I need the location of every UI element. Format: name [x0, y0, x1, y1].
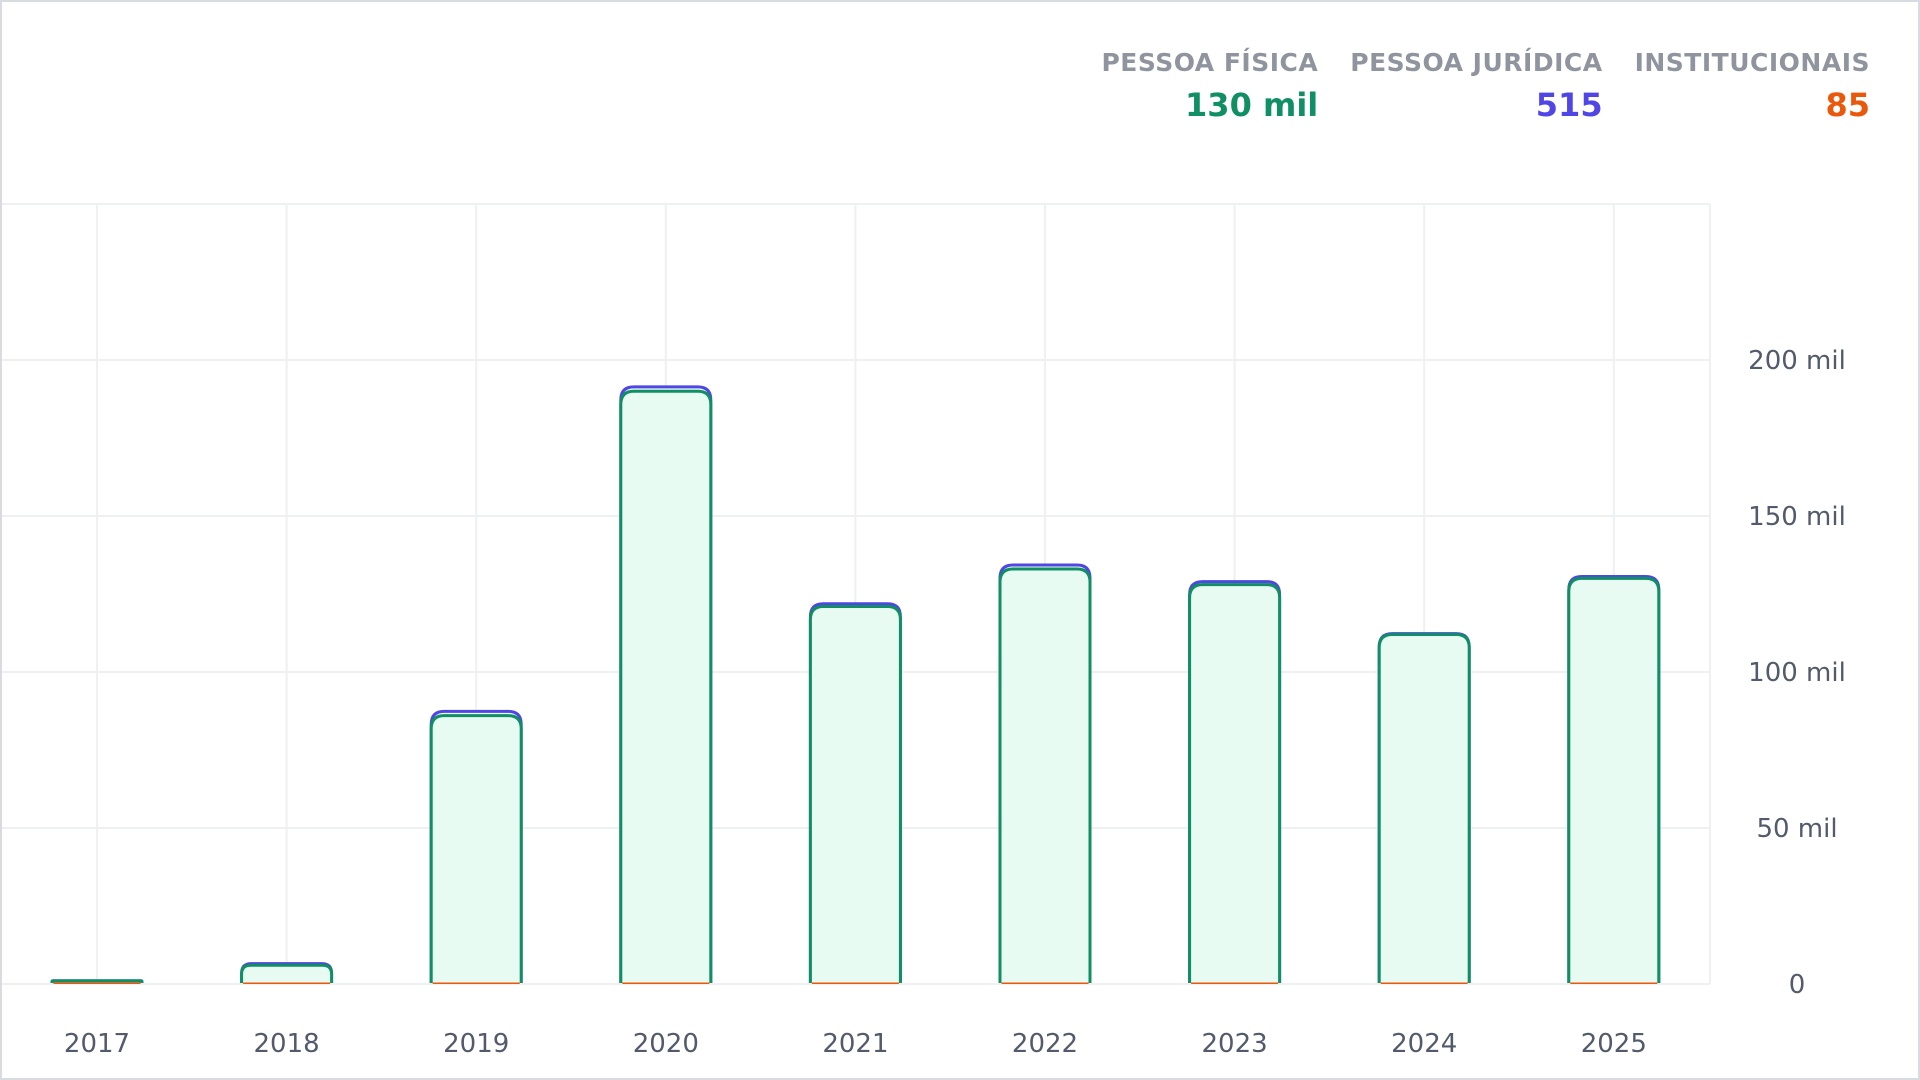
- legend-value: 85: [1825, 86, 1870, 124]
- x-tick-label: 2019: [443, 1029, 509, 1059]
- bar-institucionais: [1001, 982, 1089, 984]
- legend-value: 515: [1535, 86, 1603, 124]
- legend-label: PESSOA FÍSICA: [1101, 48, 1319, 77]
- legend-item-pessoa-juridica[interactable]: PESSOA JURÍDICA 515: [1350, 46, 1602, 130]
- x-tick-label: 2024: [1391, 1029, 1457, 1059]
- legend-label: INSTITUCIONAIS: [1634, 48, 1870, 77]
- x-tick-label: 2022: [1012, 1029, 1078, 1059]
- x-tick-label: 2025: [1581, 1029, 1647, 1059]
- bar-pessoa-fisica: [240, 963, 334, 983]
- bar-institucionais: [811, 982, 899, 984]
- legend-item-institucionais[interactable]: INSTITUCIONAIS 85: [1635, 46, 1870, 130]
- bar-pessoa-fisica: [50, 979, 144, 983]
- x-tick-label: 2023: [1202, 1029, 1268, 1059]
- bar-institucionais: [622, 982, 710, 984]
- legend-label: PESSOA JURÍDICA: [1350, 48, 1603, 77]
- bar-pessoa-fisica: [808, 604, 902, 983]
- legend-value: 130 mil: [1185, 86, 1319, 124]
- y-tick-label: 150 mil: [1748, 502, 1846, 532]
- y-tick-label: 0: [1789, 970, 1806, 1000]
- bar-institucionais: [1570, 982, 1658, 984]
- bar-institucionais: [243, 982, 331, 984]
- legend: PESSOA FÍSICA 130 mil PESSOA JURÍDICA 51…: [1101, 46, 1870, 130]
- x-tick-label: 2018: [254, 1029, 320, 1059]
- bar-pessoa-fisica: [1377, 633, 1471, 983]
- x-tick-label: 2017: [64, 1029, 130, 1059]
- bar-pessoa-fisica: [1188, 583, 1282, 983]
- legend-item-pessoa-fisica[interactable]: PESSOA FÍSICA 130 mil: [1101, 46, 1318, 130]
- bar-institucionais: [432, 982, 520, 984]
- bar-institucionais: [1191, 982, 1279, 984]
- bar-pessoa-fisica: [998, 567, 1092, 983]
- y-tick-label: 200 mil: [1748, 346, 1846, 376]
- y-tick-label: 50 mil: [1756, 814, 1837, 844]
- bar-institucionais: [53, 982, 141, 984]
- bar-institucionais: [1380, 982, 1468, 984]
- y-tick-label: 100 mil: [1748, 658, 1846, 688]
- bar-pessoa-fisica: [429, 714, 523, 983]
- x-tick-label: 2020: [633, 1029, 699, 1059]
- bar-pessoa-fisica: [1567, 576, 1661, 983]
- x-tick-label: 2021: [822, 1029, 888, 1059]
- bar-pessoa-fisica: [619, 389, 713, 983]
